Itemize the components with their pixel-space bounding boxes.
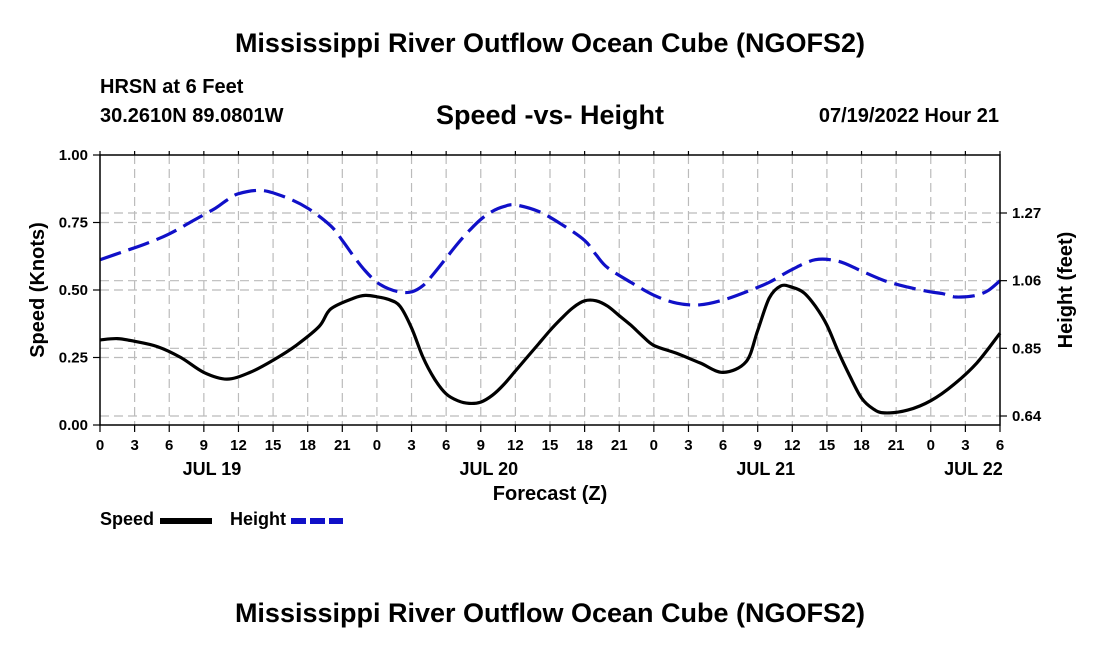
- series-group: [99, 188, 1002, 415]
- footer-title: Mississippi River Outflow Ocean Cube (NG…: [234, 598, 866, 628]
- tick-group: [93, 151, 1007, 432]
- x-tick-label: 15: [542, 437, 559, 454]
- x-tick-label: 18: [299, 437, 316, 454]
- y-tick-label: 0.75: [59, 215, 88, 232]
- y2-tick-label: 0.85: [1012, 340, 1041, 357]
- x-tick-label: 3: [407, 437, 415, 454]
- x-tick-label: 9: [754, 437, 762, 454]
- x-tick-label: 3: [130, 437, 138, 454]
- series-line-height: [99, 188, 1002, 307]
- x-tick-label: 12: [230, 437, 247, 454]
- x-tick-label: 6: [442, 437, 450, 454]
- series-line-speed: [99, 283, 1002, 415]
- y-tick-label: 0.00: [59, 417, 88, 434]
- x-tick-label: 6: [996, 437, 1004, 454]
- x-tick-label: 21: [888, 437, 905, 454]
- x-tick-label: 18: [853, 437, 870, 454]
- x-tick-label: 21: [334, 437, 351, 454]
- y2-tick-label: 1.06: [1012, 273, 1041, 290]
- x-tick-label: 3: [961, 437, 969, 454]
- y-tick-label: 0.25: [59, 350, 88, 367]
- y-tick-label: 1.00: [59, 147, 88, 164]
- forecast-datetime: 07/19/2022 Hour 21: [818, 105, 999, 127]
- date-label: JUL 21: [736, 459, 795, 479]
- x-tick-label: 6: [719, 437, 727, 454]
- x-tick-label: 0: [96, 437, 104, 454]
- x-tick-label: 12: [784, 437, 801, 454]
- x-tick-label: 12: [507, 437, 524, 454]
- grid: [100, 155, 1000, 425]
- x-tick-label: 21: [611, 437, 628, 454]
- x-tick-label: 15: [819, 437, 836, 454]
- x-axis-title: Forecast (Z): [493, 483, 607, 505]
- x-tick-label: 18: [576, 437, 593, 454]
- x-tick-label: 9: [477, 437, 485, 454]
- axis-labels: 0 3 6 9 12 15 18 21 0 3 6 9 12 15 18 21 0 3 6 9 12 15 18 21 0 3 60…: [27, 147, 1077, 505]
- legend-height-label: Height: [230, 509, 286, 529]
- station-label: HRSN at 6 Feet: [100, 76, 244, 98]
- x-tick-label: 0: [927, 437, 935, 454]
- y2-axis-title: Height (feet): [1055, 232, 1077, 349]
- x-tick-label: 3: [684, 437, 692, 454]
- chart-title: Mississippi River Outflow Ocean Cube (NG…: [234, 28, 866, 58]
- legend-speed-line: [160, 518, 212, 524]
- y2-tick-label: 1.27: [1012, 205, 1041, 222]
- coordinates-label: 30.2610N 89.0801W: [100, 105, 284, 127]
- chart-subtitle: Speed -vs- Height: [435, 100, 665, 130]
- x-tick-label: 9: [200, 437, 208, 454]
- date-label: JUL 22: [944, 459, 1003, 479]
- date-label: JUL 19: [183, 459, 242, 479]
- legend-speed-label: Speed: [100, 509, 155, 529]
- x-tick-label: 0: [373, 437, 381, 454]
- y-axis-title: Speed (Knots): [27, 222, 49, 358]
- y2-tick-label: 0.64: [1012, 408, 1042, 425]
- legend-height-line: [291, 518, 343, 524]
- date-label: JUL 20: [459, 459, 518, 479]
- x-tick-label: 6: [165, 437, 173, 454]
- x-tick-label: 15: [265, 437, 282, 454]
- y-tick-label: 0.50: [59, 282, 88, 299]
- x-tick-label: 0: [650, 437, 658, 454]
